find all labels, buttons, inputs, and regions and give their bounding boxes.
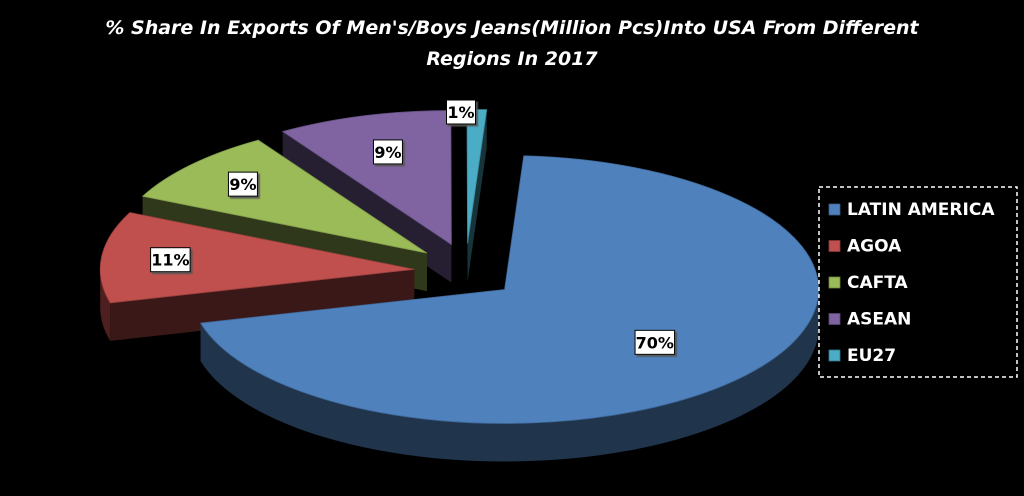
- pie-radial-wall: [467, 109, 487, 282]
- data-label-box: [150, 247, 191, 273]
- data-label-text: 9%: [229, 175, 256, 194]
- legend-label: CAFTA: [847, 273, 909, 293]
- legend-label: EU27: [847, 346, 896, 366]
- pie-outer-wall: [200, 289, 819, 462]
- legend-entry-2: CAFTA: [828, 273, 909, 293]
- data-label-text: 11%: [151, 251, 189, 270]
- pie-slice-eu27: [466, 109, 488, 244]
- pie-slice-latin-america: [199, 155, 819, 424]
- pie-slice-agoa: [99, 212, 415, 304]
- data-label-text: 70%: [636, 333, 674, 352]
- legend-swatch: [828, 203, 841, 216]
- legend-box: [818, 186, 1018, 378]
- legend-swatch: [828, 349, 841, 362]
- data-label-box: [634, 329, 676, 355]
- chart-title-line-2: Regions In 2017: [426, 48, 598, 70]
- legend-items: LATIN AMERICA AGOA CAFTA ASEAN EU27: [828, 200, 995, 366]
- data-label-text: 9%: [374, 143, 401, 162]
- data-label-box: [372, 139, 403, 165]
- legend-entry-3: ASEAN: [828, 310, 911, 330]
- data-label-box: [227, 171, 258, 197]
- data-label-3: 9%: [372, 139, 403, 165]
- legend-swatch: [828, 276, 841, 289]
- data-label-4: 1%: [446, 99, 476, 125]
- legend-entry-1: AGOA: [828, 237, 902, 257]
- data-label-box: [446, 99, 476, 125]
- legend-entry-0: LATIN AMERICA: [828, 200, 995, 220]
- pie-slice-asean: [281, 110, 452, 246]
- legend-label: LATIN AMERICA: [847, 200, 995, 220]
- data-label-1: 11%: [150, 247, 191, 273]
- data-label-0: 70%: [634, 329, 676, 355]
- legend: LATIN AMERICA AGOA CAFTA ASEAN EU27: [818, 186, 1018, 378]
- legend-swatch: [828, 313, 841, 325]
- pie-top-faces: [99, 109, 819, 424]
- legend-label: AGOA: [847, 237, 902, 257]
- legend-entry-4: EU27: [828, 346, 896, 366]
- pie-slice-cafta: [141, 139, 428, 254]
- data-label-2: 9%: [227, 171, 258, 197]
- pie-data-labels: 70% 11% 9% 9% 1%: [150, 99, 676, 355]
- chart-title-line-1: % Share In Exports Of Men's/Boys Jeans(M…: [105, 17, 919, 39]
- legend-swatch: [828, 240, 841, 252]
- legend-label: ASEAN: [847, 310, 911, 330]
- data-label-text: 1%: [447, 103, 474, 122]
